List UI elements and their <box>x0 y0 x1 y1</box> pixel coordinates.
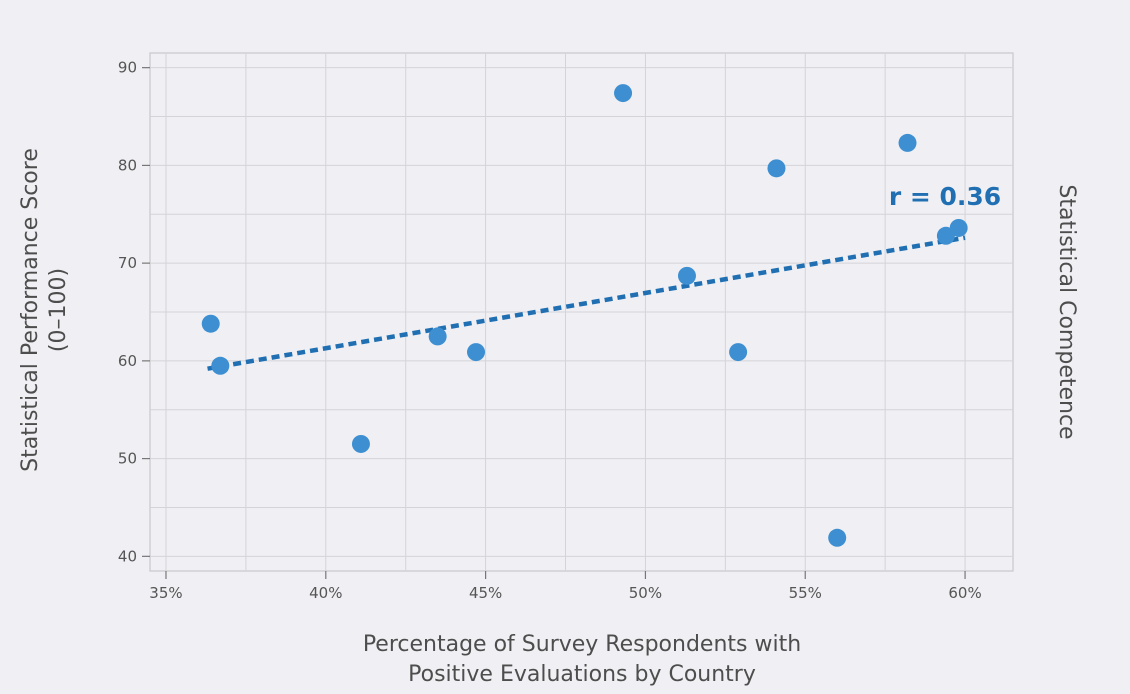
data-point-6 <box>677 266 696 285</box>
x-tick-label: 40% <box>309 584 342 602</box>
y-tick-label: 90 <box>118 59 137 77</box>
x-tick-label: 50% <box>629 584 662 602</box>
y-tick-label: 70 <box>118 254 137 272</box>
x-tick-label: 35% <box>149 584 182 602</box>
y-axis-title-line: Statistical Performance Score <box>18 148 43 472</box>
data-point-7 <box>729 343 748 362</box>
x-axis-title-line: Percentage of Survey Respondents with <box>363 632 801 657</box>
x-tick-label: 55% <box>789 584 822 602</box>
right-axis-label: Statistical Competence <box>1054 184 1079 439</box>
data-point-4 <box>467 343 486 362</box>
x-axis-title-line: Positive Evaluations by Country <box>408 662 756 687</box>
x-tick-label: 45% <box>469 584 502 602</box>
data-point-0 <box>201 314 220 333</box>
trend-line <box>207 235 966 371</box>
data-point-1 <box>211 356 230 375</box>
y-tick-label: 40 <box>118 547 137 565</box>
data-point-5 <box>614 84 633 103</box>
y-axis-title-line: (0–100) <box>46 268 71 352</box>
y-tick-label: 80 <box>118 156 137 174</box>
y-tick-label: 60 <box>118 352 137 370</box>
data-point-10 <box>898 133 917 152</box>
y-tick-label: 50 <box>118 450 137 468</box>
data-point-9 <box>828 528 847 547</box>
data-point-2 <box>351 434 370 453</box>
data-point-3 <box>428 327 447 346</box>
data-point-8 <box>767 159 786 178</box>
data-point-12 <box>949 218 968 237</box>
correlation-annotation: r = 0.36 <box>889 182 1001 211</box>
x-tick-label: 60% <box>948 584 981 602</box>
